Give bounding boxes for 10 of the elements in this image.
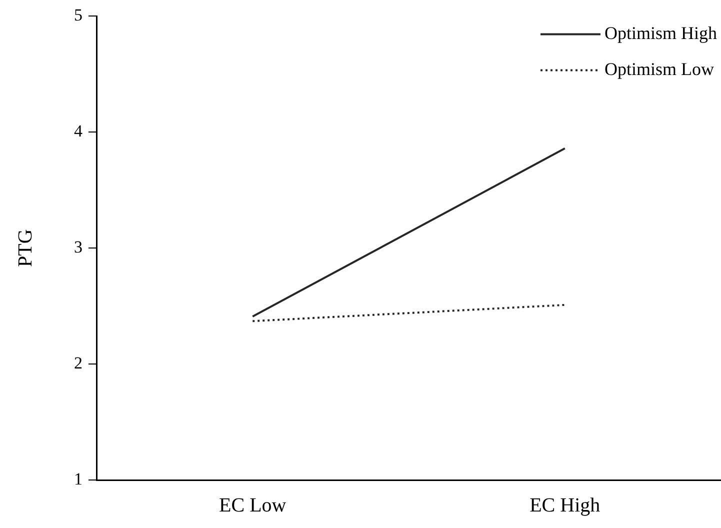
y-tick-label: 3	[74, 238, 82, 257]
x-tick-label: EC High	[530, 494, 600, 516]
y-tick-label: 5	[74, 6, 82, 25]
legend-label: Optimism Low	[604, 58, 714, 79]
y-tick-label: 2	[74, 354, 82, 373]
y-tick-label: 4	[74, 122, 83, 141]
y-tick-label: 1	[74, 469, 82, 488]
y-axis-title: PTG	[14, 229, 36, 267]
legend-label: Optimism High	[604, 22, 718, 43]
x-tick-label: EC Low	[219, 494, 287, 516]
